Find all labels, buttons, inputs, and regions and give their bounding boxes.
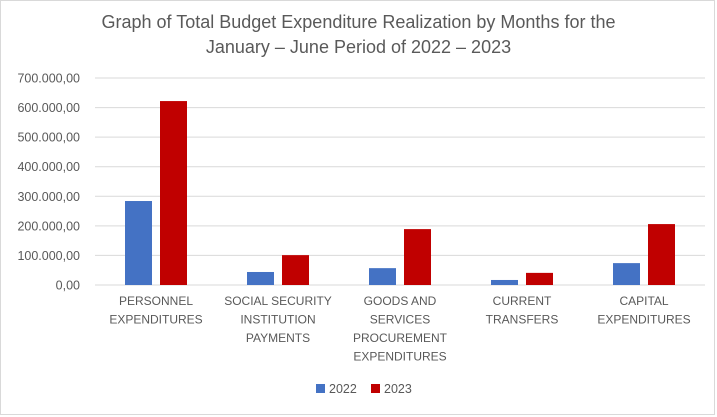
bar-2022-2 xyxy=(369,268,396,285)
legend-label-2022: 2022 xyxy=(329,382,357,396)
x-category-label: CURRENT TRANSFERS xyxy=(486,294,559,327)
x-category-label-line: SOCIAL SECURITY xyxy=(224,294,332,308)
y-tick-label: 600.000,00 xyxy=(17,101,80,115)
bar-2023-2 xyxy=(404,229,431,285)
y-tick-label: 0,00 xyxy=(56,279,80,293)
bar-2022-0 xyxy=(125,201,152,285)
x-category-label-line: PROCUREMENT xyxy=(353,331,448,345)
y-tick-label: 400.000,00 xyxy=(17,160,80,174)
x-category-label-line: EXPENDITURES xyxy=(109,313,202,327)
x-category-label-line: EXPENDITURES xyxy=(597,313,690,327)
x-category-label-line: PERSONNEL xyxy=(119,294,193,308)
y-tick-label: 200.000,00 xyxy=(17,219,80,233)
y-tick-label: 100.000,00 xyxy=(17,249,80,263)
x-category-label-line: EXPENDITURES xyxy=(353,350,446,364)
y-tick-label: 500.000,00 xyxy=(17,131,80,145)
x-category-label-line: INSTITUTION xyxy=(240,313,315,327)
x-category-label: SOCIAL SECURITY INSTITUTION PAYMENTS xyxy=(224,294,332,345)
x-category-label-line: PAYMENTS xyxy=(246,331,310,345)
bar-2023-1 xyxy=(282,255,309,285)
x-category-label: CAPITAL EXPENDITURES xyxy=(597,294,690,327)
x-category-label-line: CAPITAL xyxy=(619,294,668,308)
chart-title-line-1: Graph of Total Budget Expenditure Realiz… xyxy=(101,12,616,32)
y-tick-label: 700.000,00 xyxy=(17,72,80,86)
legend-swatch-2022 xyxy=(316,384,325,393)
bar-2022-3 xyxy=(491,279,518,285)
bars xyxy=(125,101,675,286)
legend: 2022 2023 xyxy=(316,382,412,396)
x-category-label: PERSONNEL EXPENDITURES xyxy=(109,294,202,327)
y-tick-label: 300.000,00 xyxy=(17,190,80,204)
legend-swatch-2023 xyxy=(371,384,380,393)
chart-title: Graph of Total Budget Expenditure Realiz… xyxy=(0,10,717,60)
y-axis-ticks: 0,00 100.000,00 200.000,00 300.000,00 400.00… xyxy=(17,72,80,293)
chart-title-line-2: January – June Period of 2022 – 2023 xyxy=(205,37,512,57)
x-category-label-line: SERVICES xyxy=(370,313,430,327)
bar-2023-3 xyxy=(526,272,553,285)
bar-2022-1 xyxy=(247,271,274,285)
x-category-label: GOODS AND SERVICES PROCUREMENT EXPENDITURES xyxy=(353,294,448,364)
bar-2023-4 xyxy=(648,224,675,285)
x-category-label-line: GOODS AND xyxy=(364,294,437,308)
x-category-label-line: CURRENT xyxy=(493,294,552,308)
x-axis-categories: PERSONNEL EXPENDITURES SOCIAL SECURITY INST… xyxy=(109,294,690,364)
bar-2022-4 xyxy=(613,263,640,285)
legend-label-2023: 2023 xyxy=(384,382,412,396)
gridlines xyxy=(95,77,705,286)
x-category-label-line: TRANSFERS xyxy=(486,313,559,327)
bar-2023-0 xyxy=(160,101,187,286)
